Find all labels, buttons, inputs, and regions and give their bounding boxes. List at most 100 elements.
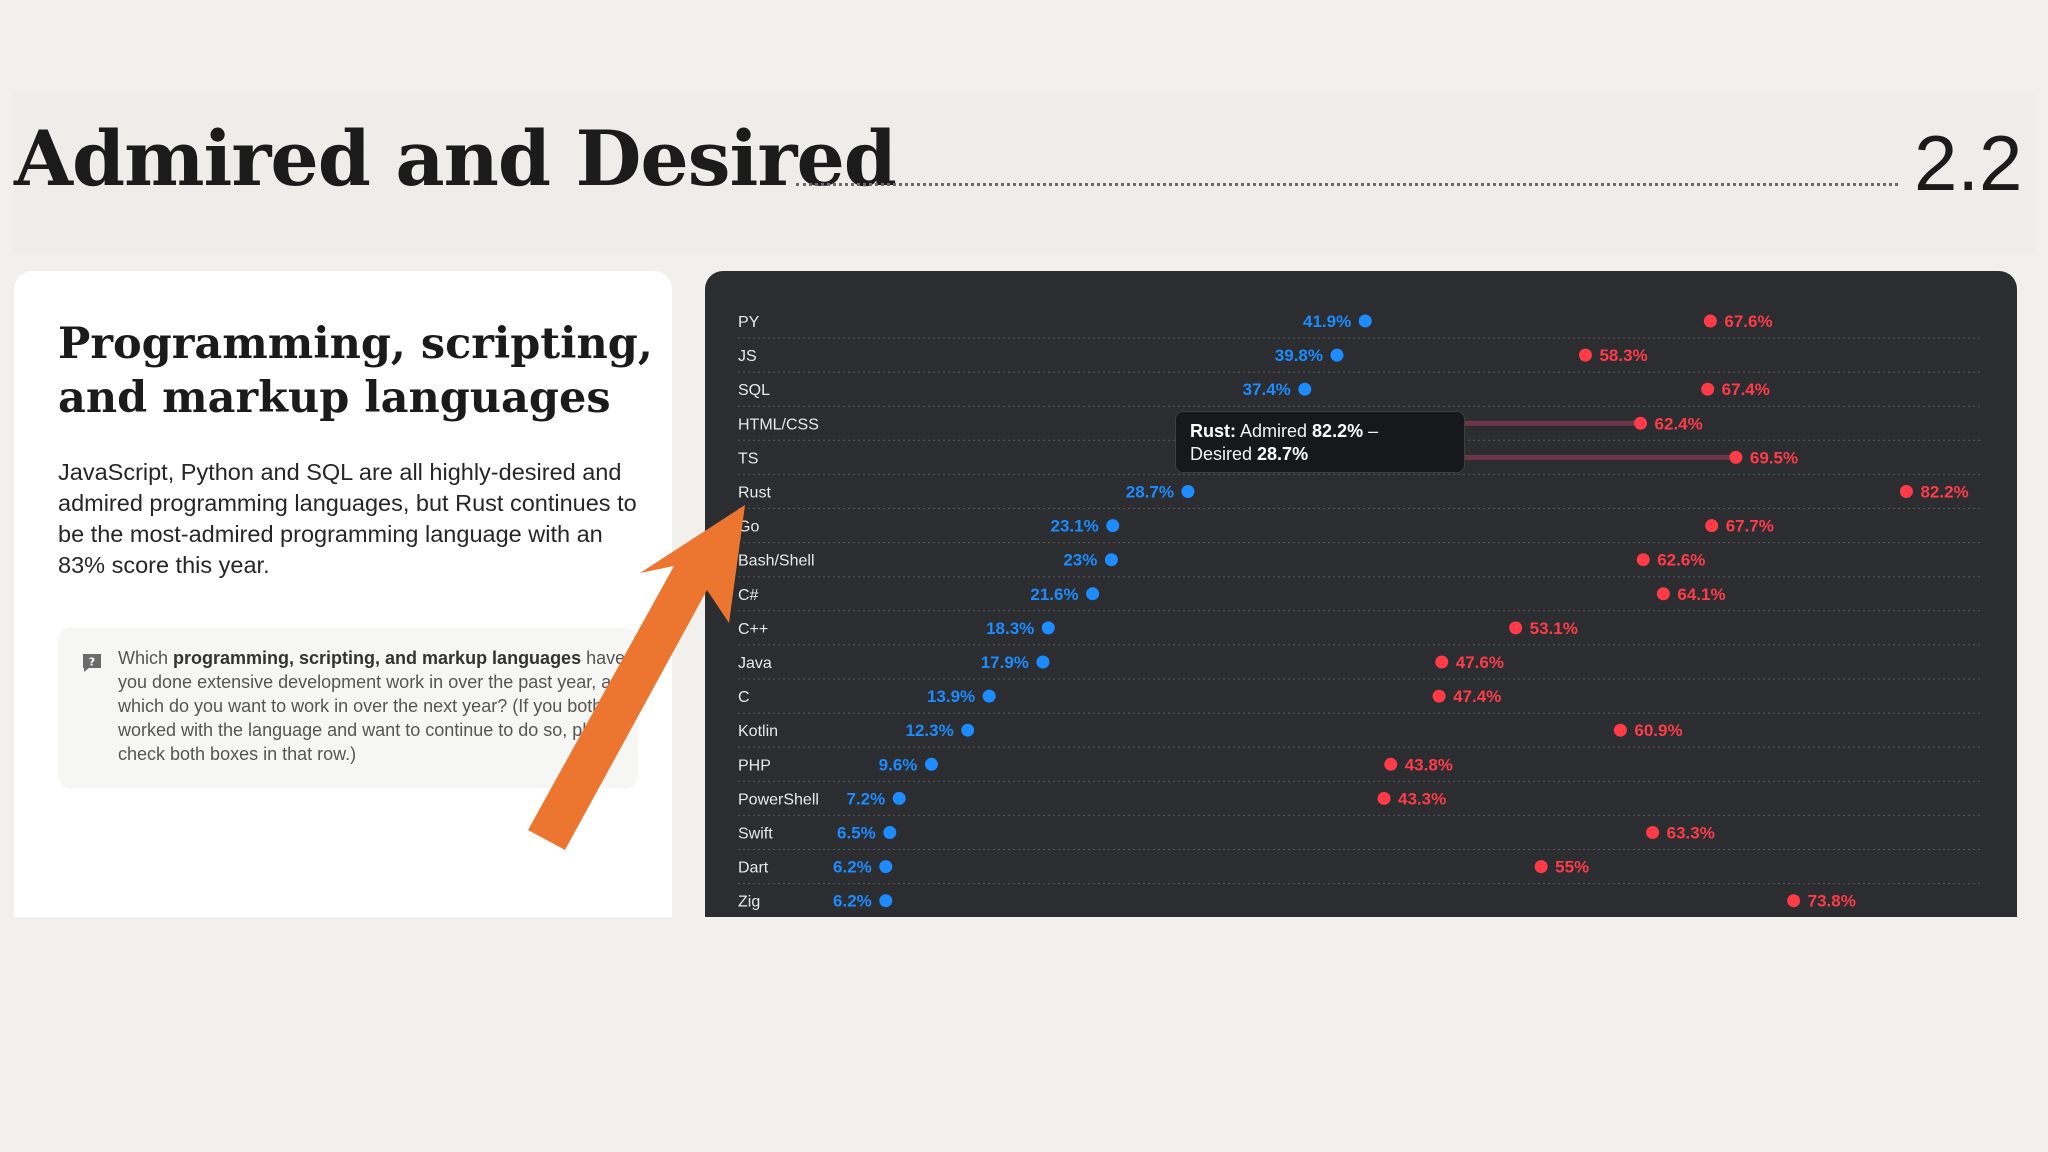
admired-value-label: 67.4% xyxy=(1722,380,1770,399)
admired-dot xyxy=(1432,689,1446,703)
admired-dot xyxy=(1509,621,1523,635)
row-label-bash-shell: Bash/Shell xyxy=(738,553,815,570)
desired-dot xyxy=(1181,485,1195,498)
desired-value-label: 23% xyxy=(1063,551,1097,570)
admired-value-label: 62.4% xyxy=(1655,414,1703,433)
tooltip-language: Rust: xyxy=(1190,421,1236,441)
admired-dot xyxy=(1377,791,1391,805)
row-label-zig: Zig xyxy=(738,894,760,911)
desired-value-label: 41.9% xyxy=(1303,312,1351,331)
row-label-rust: Rust xyxy=(738,485,771,502)
tooltip-admired-value: 82.2% xyxy=(1312,421,1364,441)
tooltip-desired-value: 28.7% xyxy=(1257,444,1309,464)
desired-value-label: 6.5% xyxy=(837,824,876,843)
section-number: 2.2 xyxy=(1914,119,2023,207)
admired-value-label: 53.1% xyxy=(1530,619,1578,638)
admired-value-label: 62.6% xyxy=(1657,551,1705,570)
admired-dot xyxy=(1613,723,1627,737)
desired-value-label: 23.1% xyxy=(1051,517,1099,536)
admired-dot xyxy=(1703,314,1717,328)
admired-dot xyxy=(1701,382,1715,396)
admired-value-label: 55% xyxy=(1555,858,1589,877)
desired-dot xyxy=(982,689,996,703)
desired-value-label: 21.6% xyxy=(1030,585,1078,604)
row-label-php: PHP xyxy=(738,757,771,774)
question-bubble-icon: ? xyxy=(83,654,101,672)
row-label-powershell: PowerShell xyxy=(738,791,819,808)
admired-value-label: 47.6% xyxy=(1456,653,1504,672)
admired-value-label: 67.7% xyxy=(1726,517,1774,536)
admired-dot xyxy=(1634,416,1648,430)
admired-value-label: 47.4% xyxy=(1453,687,1501,706)
desired-value-label: 13.9% xyxy=(927,687,975,706)
desired-dot xyxy=(1330,348,1344,362)
admired-value-label: 43.8% xyxy=(1405,755,1453,774)
desired-value-label: 37.4% xyxy=(1243,380,1291,399)
admired-dot xyxy=(1384,757,1398,771)
row-label-sql: SQL xyxy=(738,382,770,399)
page-title: Admired and Desired xyxy=(14,114,897,203)
row-label-dart: Dart xyxy=(738,860,769,877)
admired-dot xyxy=(1578,348,1592,362)
row-label-c-: C++ xyxy=(738,621,768,638)
desired-value-label: 18.3% xyxy=(986,619,1034,638)
row-label-c: C xyxy=(738,689,750,706)
dumbbell-chart: PY 41.9% 67.6% JS 39.8% 58.3% SQL 37.4% 67.4% HTM… xyxy=(738,312,1983,911)
row-label-kotlin: Kotlin xyxy=(738,723,778,740)
admired-dot xyxy=(1899,485,1913,498)
row-label-js: JS xyxy=(738,348,757,365)
admired-value-label: 67.6% xyxy=(1724,312,1772,331)
admired-value-label: 43.3% xyxy=(1398,789,1446,808)
dumbbell-chart-panel: PY 41.9% 67.6% JS 39.8% 58.3% SQL 37.4% 67.4% HTM… xyxy=(705,271,2017,917)
tooltip-admired-label: Admired xyxy=(1236,421,1313,441)
question-emphasis: programming, scripting, and markup langu… xyxy=(173,648,582,668)
admired-dot xyxy=(1656,587,1670,601)
desired-value-label: 39.8% xyxy=(1275,346,1323,365)
admired-dot xyxy=(1646,826,1660,839)
row-label-c-: C# xyxy=(738,587,759,604)
admired-dot xyxy=(1636,553,1650,567)
admired-dot xyxy=(1534,860,1548,874)
admired-value-label: 63.3% xyxy=(1667,824,1715,843)
question-rest: have you done extensive development work… xyxy=(118,648,632,764)
desired-dot xyxy=(1104,553,1118,567)
chart-tooltip: Rust: Admired 82.2% – Desired 28.7% xyxy=(1175,411,1465,473)
row-label-swift: Swift xyxy=(738,826,773,843)
survey-question-box: ? Which programming, scripting, and mark… xyxy=(58,628,638,788)
card-heading: Programming, scripting, and markup langu… xyxy=(58,319,653,423)
row-label-java: Java xyxy=(738,655,772,672)
row-label-html-css: HTML/CSS xyxy=(738,416,819,433)
desired-value-label: 6.2% xyxy=(833,892,872,911)
survey-question-text: Which programming, scripting, and markup… xyxy=(118,646,638,766)
title-dotted-leader xyxy=(796,183,1898,186)
desired-dot xyxy=(1036,655,1050,669)
admired-value-label: 58.3% xyxy=(1599,346,1647,365)
admired-value-label: 69.5% xyxy=(1750,448,1798,467)
admired-value-label: 73.8% xyxy=(1808,892,1856,911)
desired-dot xyxy=(1086,587,1100,601)
admired-dot xyxy=(1787,894,1801,908)
desired-dot xyxy=(1358,314,1372,328)
admired-dot xyxy=(1729,450,1743,464)
desired-value-label: 12.3% xyxy=(905,721,953,740)
desired-value-label: 7.2% xyxy=(846,789,885,808)
admired-value-label: 82.2% xyxy=(1920,483,1968,502)
desired-value-label: 17.9% xyxy=(981,653,1029,672)
header-band xyxy=(14,94,2034,254)
row-label-py: PY xyxy=(738,314,760,331)
desired-dot xyxy=(892,791,906,805)
admired-dot xyxy=(1435,655,1449,669)
desired-dot xyxy=(1041,621,1055,635)
description-card: Programming, scripting, and markup langu… xyxy=(14,271,672,917)
row-label-ts: TS xyxy=(738,450,758,467)
admired-dot xyxy=(1705,519,1719,533)
desired-value-label: 9.6% xyxy=(879,755,918,774)
desired-dot xyxy=(1106,519,1120,533)
tooltip-separator: – xyxy=(1363,421,1379,441)
admired-value-label: 60.9% xyxy=(1634,721,1682,740)
desired-dot xyxy=(961,723,975,737)
card-body-text: JavaScript, Python and SQL are all highl… xyxy=(58,459,637,578)
svg-text:?: ? xyxy=(89,656,95,669)
desired-dot xyxy=(924,757,938,771)
desired-dot xyxy=(879,894,893,908)
